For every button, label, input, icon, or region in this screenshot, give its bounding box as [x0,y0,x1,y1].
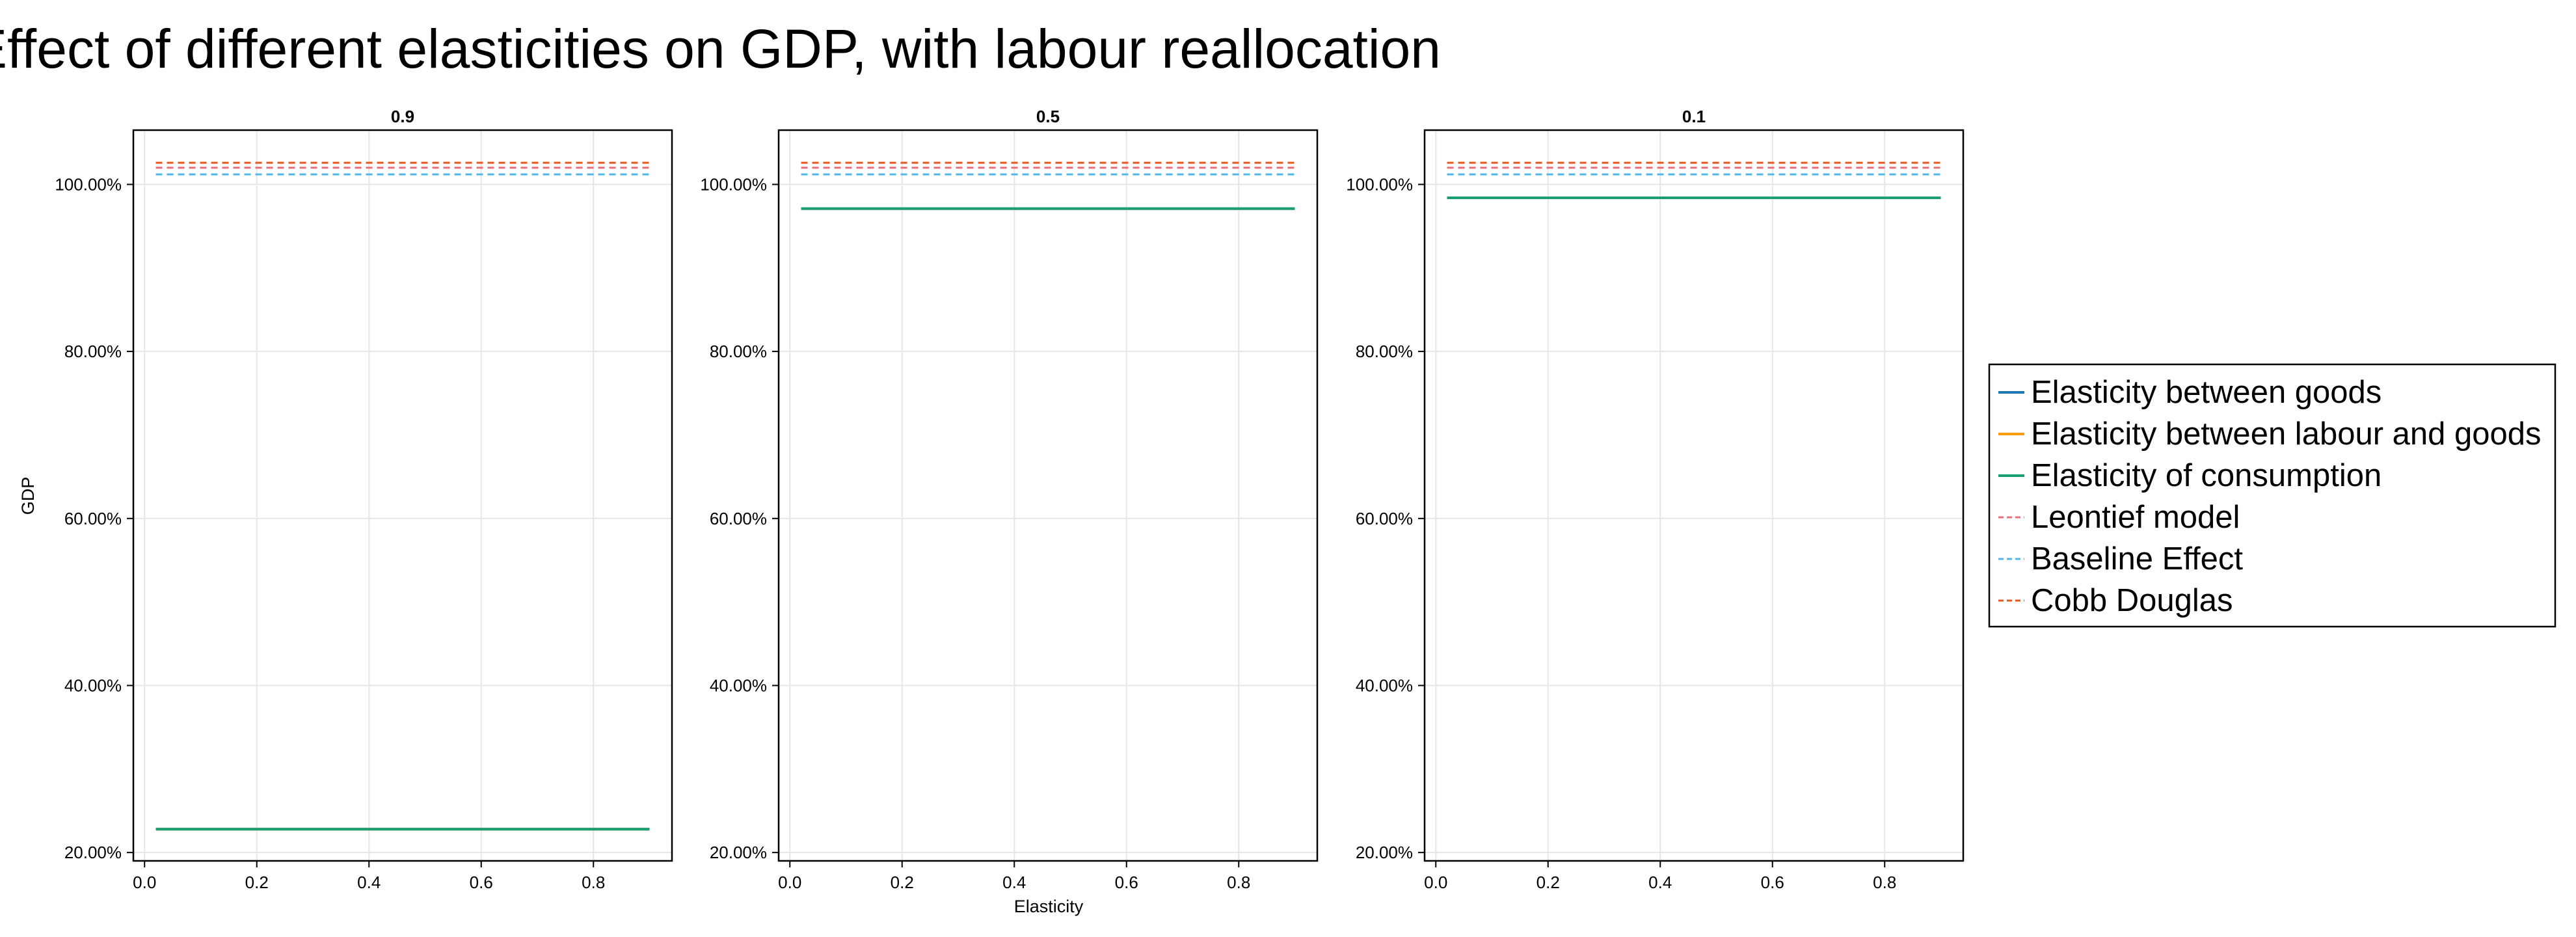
y-tick-label: 40.00% [1356,675,1413,695]
y-tick-label: 80.00% [64,342,122,361]
panel-2: 0.1 20.00% 40.00% 60.00% 80.00% 100.00% 0.0 0.2… [1346,107,1965,892]
panel-title: 0.1 [1682,107,1706,126]
x-tick-label: 0.8 [1227,873,1250,892]
x-tick-label: 0.6 [1115,873,1138,892]
y-tick-label: 20.00% [710,843,767,862]
x-tick-label: 0.0 [1424,873,1447,892]
y-tick-label: 60.00% [710,509,767,528]
legend-label: Elasticity of consumption [2031,458,2381,493]
legend-box [1988,363,2556,628]
y-tick-label: 60.00% [64,509,122,528]
x-tick-label: 0.0 [133,873,156,892]
figure-title: Effect of different elasticities on GDP,… [0,18,1441,79]
panel-title: 0.9 [391,107,414,126]
x-tick-label: 0.8 [1873,873,1896,892]
y-tick-label: 80.00% [710,342,767,361]
x-tick-label: 0.6 [470,873,493,892]
panel-frame [132,129,673,862]
y-tick-label: 80.00% [1356,342,1413,361]
x-axis-label: Elasticity [1014,897,1084,916]
x-tick-label: 0.2 [1536,873,1560,892]
x-tick-label: 0.2 [891,873,914,892]
x-tick-label: 0.8 [582,873,605,892]
y-axis-label: GDP [18,477,38,515]
legend-label: Leontief model [2031,500,2240,535]
legend-label: Elasticity between goods [2031,375,2381,410]
panel-0: 0.9 20.00% 40.00% 60.00% 80.00% 100.00% 0.0 0.2… [55,107,673,892]
x-tick-label: 0.2 [245,873,269,892]
x-tick-label: 0.4 [1002,873,1026,892]
x-tick-label: 0.6 [1761,873,1784,892]
panel-title: 0.5 [1036,107,1060,126]
legend-label: Elasticity between labour and goods [2031,416,2542,452]
legend-label: Baseline Effect [2031,541,2243,577]
y-tick-label: 40.00% [64,675,122,695]
x-tick-label: 0.4 [1648,873,1672,892]
y-tick-label: 60.00% [1356,509,1413,528]
y-tick-label: 100.00% [700,174,767,194]
y-tick-label: 20.00% [1356,843,1413,862]
legend-label: Cobb Douglas [2031,583,2233,618]
panel-frame [1423,129,1965,862]
y-tick-label: 20.00% [64,843,122,862]
y-tick-label: 100.00% [1346,174,1413,194]
chart-panels: 0.9 20.00% 40.00% 60.00% 80.00% 100.00% 0.0 0.2… [55,107,1965,892]
panel-1: 0.5 20.00% 40.00% 60.00% 80.00% 100.00% 0.0 0.2… [700,107,1319,892]
x-tick-label: 0.4 [357,873,381,892]
y-tick-label: 100.00% [55,174,122,194]
panel-frame [777,129,1319,862]
x-tick-label: 0.0 [778,873,801,892]
y-tick-label: 40.00% [710,675,767,695]
legend: Elasticity between goods Elasticity betwe… [1988,363,2556,628]
